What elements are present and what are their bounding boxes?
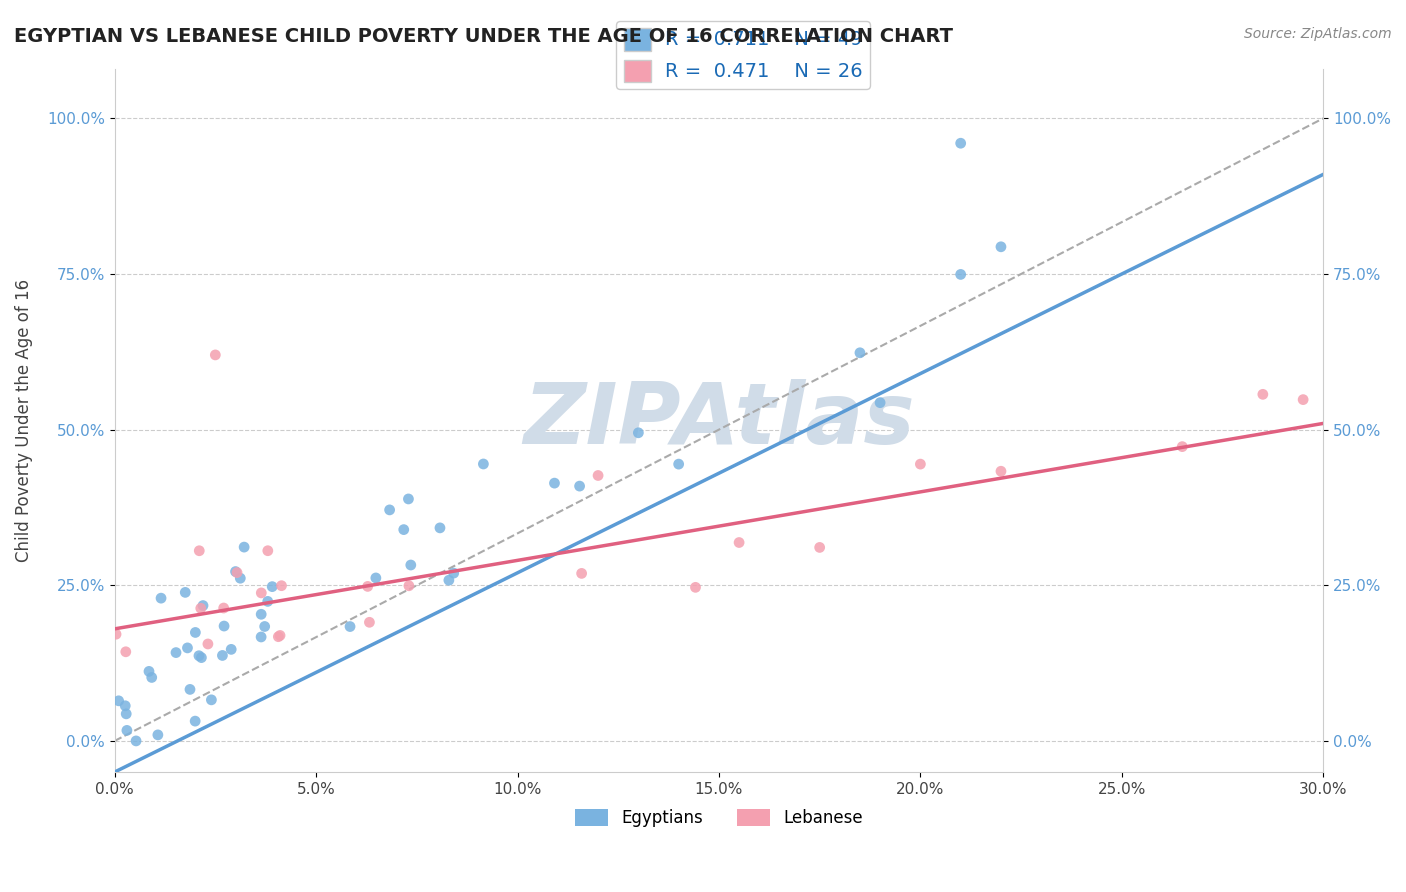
Point — [176, 640, 198, 655]
Point — [627, 425, 650, 440]
Point — [211, 648, 233, 663]
Point — [270, 579, 292, 593]
Point — [115, 706, 138, 721]
Point — [586, 468, 609, 483]
Point — [190, 650, 212, 665]
Point — [869, 395, 891, 409]
Point — [188, 648, 211, 663]
Point — [184, 625, 207, 640]
Point — [443, 566, 465, 581]
Point — [174, 585, 197, 599]
Point — [250, 630, 273, 644]
Point — [253, 619, 276, 633]
Point — [262, 580, 284, 594]
Point — [359, 615, 381, 630]
Point — [146, 728, 169, 742]
Point — [990, 240, 1012, 254]
Point — [138, 665, 160, 679]
Point — [188, 543, 211, 558]
Point — [1171, 440, 1194, 454]
Point — [849, 345, 872, 359]
Text: EGYPTIAN VS LEBANESE CHILD POVERTY UNDER THE AGE OF 16 CORRELATION CHART: EGYPTIAN VS LEBANESE CHILD POVERTY UNDER… — [14, 27, 953, 45]
Point — [543, 476, 565, 491]
Text: ZIPAtlas: ZIPAtlas — [523, 379, 915, 462]
Point — [114, 645, 136, 659]
Point — [115, 723, 138, 738]
Point — [114, 698, 136, 713]
Point — [150, 591, 173, 606]
Point — [256, 543, 278, 558]
Point — [472, 457, 495, 471]
Point — [250, 607, 273, 622]
Point — [197, 637, 219, 651]
Point — [250, 586, 273, 600]
Point — [141, 670, 163, 684]
Point — [212, 601, 235, 615]
Point — [949, 268, 972, 282]
Point — [1251, 387, 1274, 401]
Point — [191, 599, 214, 613]
Point — [949, 136, 972, 151]
Point — [225, 565, 247, 579]
Point — [364, 571, 387, 585]
Point — [125, 734, 148, 748]
Point — [179, 682, 201, 697]
Point — [267, 630, 290, 644]
Point — [437, 573, 460, 587]
Point — [229, 571, 252, 585]
Point — [668, 457, 690, 471]
Point — [392, 523, 415, 537]
Point — [226, 566, 249, 580]
Point — [165, 646, 187, 660]
Point — [571, 566, 593, 581]
Point — [269, 628, 291, 642]
Point — [429, 521, 451, 535]
Point — [808, 541, 831, 555]
Point — [219, 642, 242, 657]
Point — [339, 619, 361, 633]
Point — [399, 558, 422, 572]
Point — [910, 457, 932, 471]
Point — [200, 693, 222, 707]
Text: Source: ZipAtlas.com: Source: ZipAtlas.com — [1244, 27, 1392, 41]
Point — [184, 714, 207, 728]
Point — [212, 619, 235, 633]
Point — [378, 503, 401, 517]
Point — [728, 535, 751, 549]
Legend: Egyptians, Lebanese: Egyptians, Lebanese — [568, 803, 870, 834]
Point — [107, 694, 129, 708]
Point — [398, 579, 420, 593]
Point — [685, 580, 707, 594]
Point — [204, 348, 226, 362]
Point — [396, 491, 419, 506]
Y-axis label: Child Poverty Under the Age of 16: Child Poverty Under the Age of 16 — [15, 278, 32, 562]
Point — [990, 464, 1012, 478]
Point — [233, 540, 256, 554]
Point — [256, 594, 278, 608]
Point — [1292, 392, 1315, 407]
Point — [190, 601, 212, 615]
Point — [105, 627, 128, 641]
Point — [357, 579, 380, 593]
Point — [568, 479, 591, 493]
